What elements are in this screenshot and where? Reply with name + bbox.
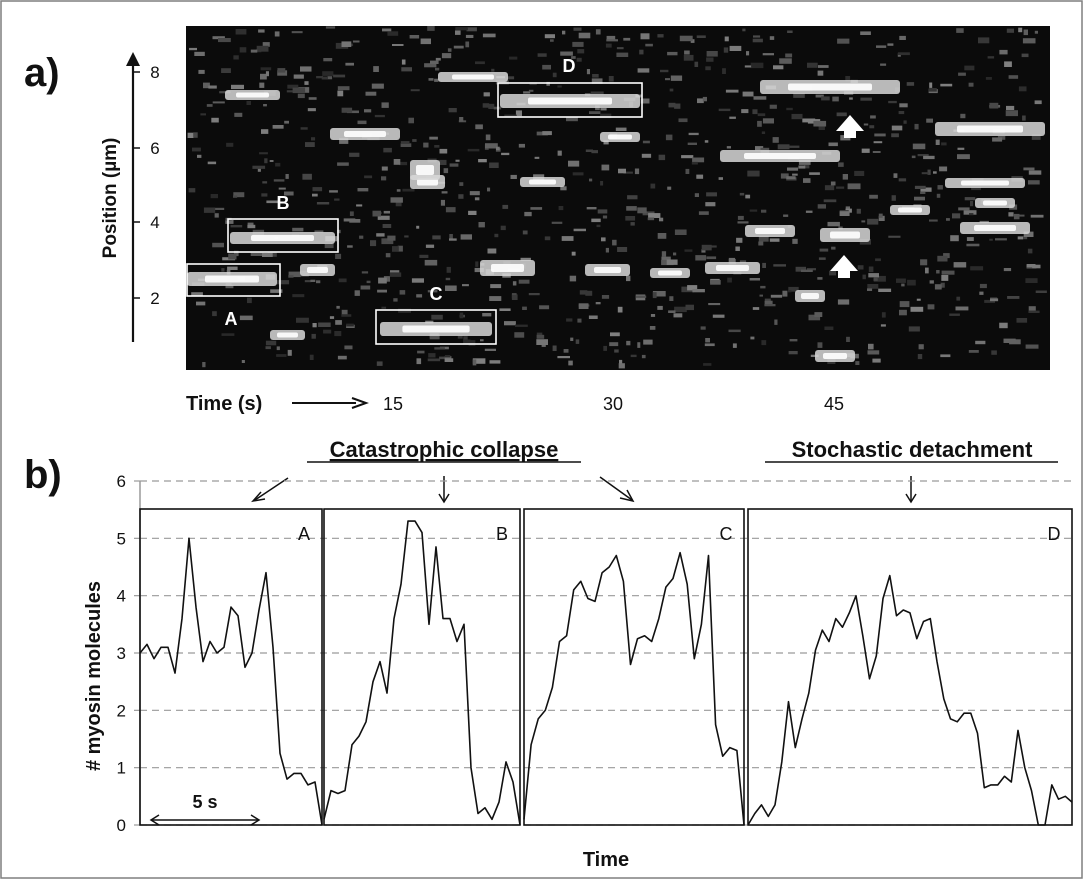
time-arrow-icon (292, 397, 369, 409)
scale-bar: 5 s (149, 792, 261, 826)
time-tick-label: 30 (603, 394, 623, 414)
trace-panel-label: A (298, 524, 310, 544)
molecule-count-axis-label: # myosin molecules (83, 581, 105, 771)
kymograph-streaks (187, 26, 1047, 369)
region-box-d: D (497, 56, 643, 118)
count-tick-label: 3 (117, 644, 126, 663)
time-tick-label: 15 (383, 394, 403, 414)
count-tick-label: 4 (117, 587, 126, 606)
kymograph-image (186, 26, 1050, 370)
trace-panel-label: B (496, 524, 508, 544)
trace-line-d (747, 574, 1073, 826)
position-tick-label: 6 (150, 139, 159, 158)
molecule-count-axis: 0 1 2 3 4 5 6 (117, 472, 141, 835)
position-axis-label: Position (µm) (100, 138, 121, 259)
trace-line-c (523, 551, 745, 826)
trace-panel-a: A (139, 508, 323, 826)
region-box-a: A (186, 263, 281, 329)
up-arrow-icon (830, 255, 858, 278)
catastrophic-collapse-title: Catastrophic collapse (330, 437, 559, 462)
count-tick-label: 2 (117, 701, 126, 720)
trace-line-a (139, 537, 323, 826)
count-tick-label: 5 (117, 529, 126, 548)
position-tick-label: 8 (150, 63, 159, 82)
region-box-b-label: B (277, 193, 290, 213)
position-tick-label: 2 (150, 289, 159, 308)
count-tick-label: 0 (117, 816, 126, 835)
position-tick-label: 4 (150, 213, 159, 232)
up-arrow-icon (836, 115, 864, 138)
time-tick-label: 45 (824, 394, 844, 414)
trace-panel-c: C (523, 508, 745, 826)
panel-b-label: b) (24, 453, 62, 497)
axis-arrowhead-icon (126, 52, 140, 66)
pointer-arrows (251, 476, 917, 504)
trace-panel-label: D (1048, 524, 1061, 544)
time-axis-label-b: Time (583, 849, 629, 871)
region-box-c-label: C (430, 284, 443, 304)
trace-panel-d: D (747, 508, 1073, 826)
panel-a-label: a) (24, 51, 60, 95)
count-tick-label: 6 (117, 472, 126, 491)
region-box-d-label: D (563, 56, 576, 76)
trace-line-b (323, 520, 521, 826)
scale-bar-label: 5 s (192, 792, 217, 812)
horizontal-gridlines (140, 480, 1072, 826)
region-box-b: B (227, 193, 339, 253)
position-axis: 2 4 6 8 (126, 52, 160, 342)
stochastic-detachment-title: Stochastic detachment (792, 437, 1034, 462)
region-box-c: C (375, 284, 497, 345)
count-tick-label: 1 (117, 759, 126, 778)
region-box-a-label: A (225, 309, 238, 329)
trace-panel-b: B (323, 508, 521, 826)
time-axis-label: Time (s) (186, 393, 262, 415)
trace-panels: A B C D (139, 508, 1073, 826)
trace-panel-label: C (720, 524, 733, 544)
